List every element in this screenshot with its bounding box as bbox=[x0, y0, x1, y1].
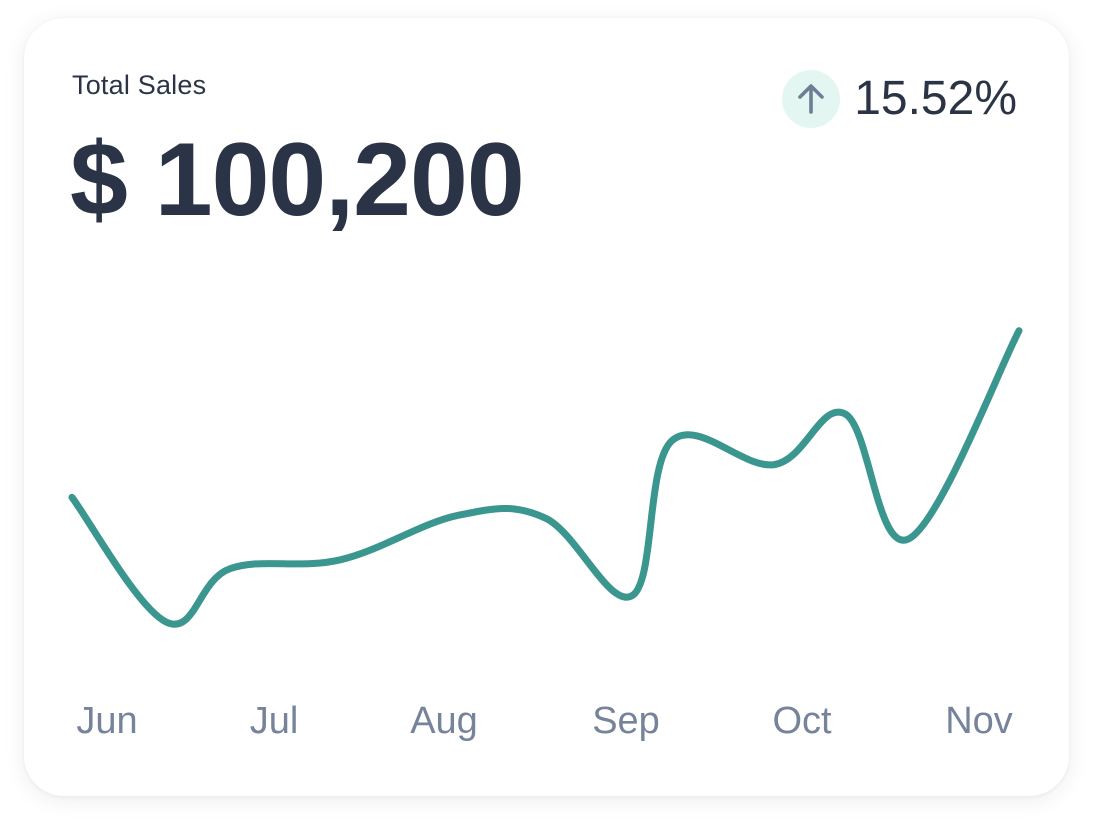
card-label: Total Sales bbox=[72, 70, 207, 100]
total-sales-card: Total Sales $ 100,200 15.52% Jun Jul Aug Se… bbox=[24, 18, 1069, 796]
x-axis-label-aug: Aug bbox=[410, 700, 478, 742]
arrow-up-icon-svg bbox=[798, 84, 825, 114]
change-percent: 15.52% bbox=[854, 72, 1017, 125]
sales-line-chart: Jun Jul Aug Sep Oct Nov bbox=[68, 327, 1023, 742]
arrow-up-icon bbox=[782, 70, 841, 128]
change-indicator: 15.52% bbox=[782, 70, 1017, 128]
x-axis-label-sep: Sep bbox=[592, 700, 660, 742]
x-axis-label-oct: Oct bbox=[772, 700, 832, 742]
x-axis-label-jun: Jun bbox=[76, 700, 137, 742]
sales-series-line bbox=[68, 327, 1023, 628]
sales-amount: $ 100,200 bbox=[70, 122, 525, 238]
x-axis-label-jul: Jul bbox=[250, 700, 299, 742]
x-axis-label-nov: Nov bbox=[945, 700, 1013, 742]
